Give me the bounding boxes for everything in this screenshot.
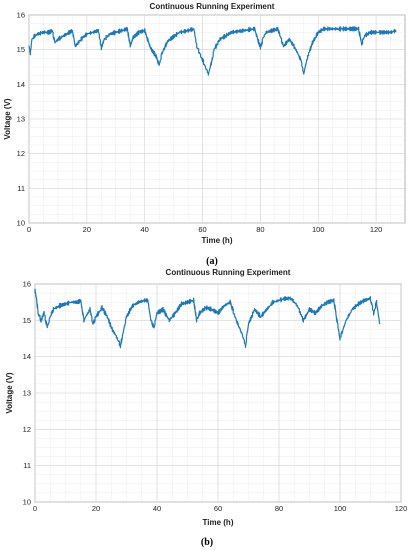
- y-axis-label: Voltage (V): [5, 372, 14, 414]
- chart-panel-b: Continuous Running Experiment 10 11 12 13 14…: [5, 268, 407, 548]
- chart-title: Continuous Running Experiment: [150, 2, 275, 11]
- y-tick-labels: 10 11 12 13 14 15 16: [23, 280, 31, 507]
- y-tick-label: 15: [23, 316, 31, 325]
- x-tick-label: 60: [214, 504, 222, 513]
- y-tick-label: 13: [17, 115, 25, 124]
- voltage-series-line: [34, 288, 381, 349]
- y-tick-label: 10: [23, 498, 31, 507]
- y-tick-label: 12: [17, 149, 25, 158]
- series-group: [28, 26, 397, 76]
- grid-lines: [28, 14, 406, 224]
- y-axis-label: Voltage (V): [3, 98, 12, 140]
- y-tick-label: 13: [23, 389, 31, 398]
- panel-caption: (a): [206, 256, 218, 267]
- x-tick-label: 40: [153, 504, 161, 513]
- x-tick-label: 80: [256, 225, 264, 234]
- series-group: [34, 288, 381, 349]
- y-tick-label: 10: [17, 219, 25, 228]
- y-tick-label: 14: [17, 80, 25, 89]
- x-axis-label: Time (h): [203, 518, 234, 527]
- x-axis-label: Time (h): [202, 236, 233, 245]
- x-tick-labels: 0 20 40 60 80 100 120: [27, 225, 382, 234]
- x-tick-label: 120: [395, 504, 408, 513]
- y-tick-label: 12: [23, 425, 31, 434]
- x-tick-label: 100: [312, 225, 325, 234]
- panel-caption: (b): [201, 537, 213, 548]
- x-tick-label: 60: [198, 225, 206, 234]
- y-tick-label: 11: [17, 184, 25, 193]
- x-tick-label: 0: [27, 225, 31, 234]
- y-tick-label: 15: [17, 45, 25, 54]
- x-tick-label: 20: [83, 225, 91, 234]
- chart-panel-a: Continuous Running Experiment 10 11 12 13 14…: [3, 2, 406, 267]
- y-tick-label: 14: [23, 352, 31, 361]
- x-tick-label: 80: [275, 504, 283, 513]
- x-tick-label: 20: [92, 504, 100, 513]
- y-tick-label: 16: [23, 280, 31, 289]
- voltage-series-line: [28, 26, 397, 76]
- x-tick-label: 40: [141, 225, 149, 234]
- x-tick-label: 100: [334, 504, 347, 513]
- x-tick-label: 0: [33, 504, 37, 513]
- y-tick-label: 16: [17, 11, 25, 20]
- y-tick-labels: 10 11 12 13 14 15 16: [17, 11, 25, 228]
- y-tick-label: 11: [23, 461, 31, 470]
- chart-title: Continuous Running Experiment: [166, 268, 291, 277]
- x-tick-labels: 0 20 40 60 80 100 120: [33, 504, 407, 513]
- x-tick-label: 120: [370, 225, 383, 234]
